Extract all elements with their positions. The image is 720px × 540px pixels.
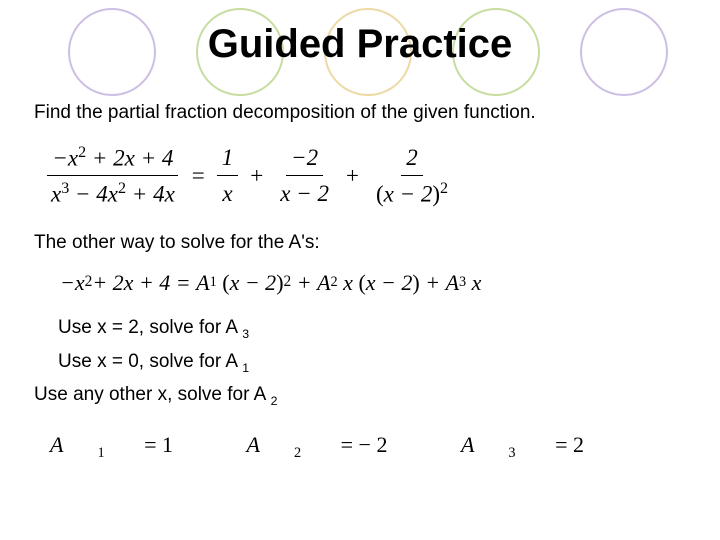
other-way-text: The other way to solve for the A's: bbox=[34, 230, 700, 256]
result-a3: A3 = 2 bbox=[461, 432, 618, 457]
result-a2: A2 = − 2 bbox=[247, 432, 427, 457]
use-x-0: Use x = 0, solve for A 1 bbox=[58, 349, 700, 376]
use-any-label: Use any other x, solve for A bbox=[34, 384, 265, 405]
result-a1: A1 = 1 bbox=[50, 432, 213, 457]
expanded-equation: −x2 + 2x + 4 = A1 (x − 2)2 + A2 x (x − 2… bbox=[60, 268, 700, 298]
content-area: Find the partial fraction decomposition … bbox=[34, 100, 700, 463]
use-any-x: Use any other x, solve for A 2 bbox=[34, 382, 700, 409]
use-x-2: Use x = 2, solve for A 3 bbox=[58, 315, 700, 342]
main-equation: −x2 + 2x + 4 x3 − 4x2 + 4x = 1 x + −2 x … bbox=[42, 140, 700, 212]
results-line: A1 = 1 A2 = − 2 A3 = 2 bbox=[50, 430, 700, 464]
page-title: Guided Practice bbox=[0, 22, 720, 67]
use-x2-sub: 3 bbox=[242, 327, 249, 341]
use-x2-label: Use x = 2, solve for A bbox=[58, 317, 237, 338]
use-any-sub: 2 bbox=[271, 394, 278, 408]
use-x0-sub: 1 bbox=[242, 361, 249, 375]
subtitle-text: Find the partial fraction decomposition … bbox=[34, 100, 700, 126]
use-x0-label: Use x = 0, solve for A bbox=[58, 351, 237, 372]
